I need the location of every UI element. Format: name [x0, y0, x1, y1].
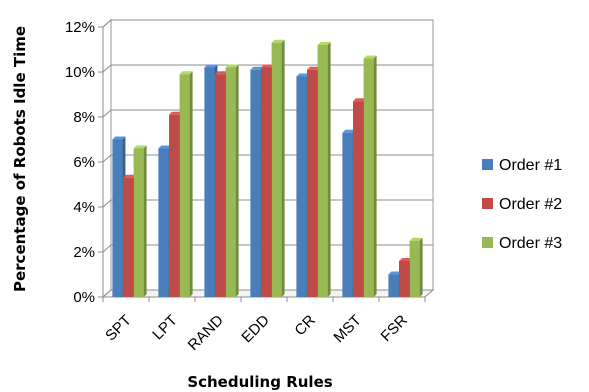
bar-front — [169, 114, 179, 297]
bar-front — [261, 67, 271, 297]
bar-top — [215, 71, 228, 75]
bar-top — [271, 39, 285, 43]
bar-top — [179, 71, 193, 75]
bar-front — [123, 177, 133, 297]
bar-side — [373, 55, 377, 297]
gridline — [102, 19, 433, 28]
bar-top — [399, 258, 412, 261]
legend-swatch — [482, 237, 493, 248]
bar — [271, 39, 285, 297]
bar-side — [189, 71, 193, 297]
x-tick-label: LPT — [149, 312, 180, 343]
bar-top — [296, 73, 310, 77]
bar-top — [133, 145, 147, 149]
bar-top — [225, 64, 239, 68]
bar-top — [158, 145, 172, 149]
bar-top — [388, 271, 402, 275]
bar-top — [353, 98, 366, 102]
bar-front — [158, 148, 169, 297]
y-tick-label: 0% — [73, 289, 95, 306]
bar-front — [250, 69, 261, 297]
bar-front — [179, 74, 190, 297]
bar-top — [169, 111, 182, 115]
y-tick-label: 10% — [65, 64, 95, 81]
bar-top — [250, 66, 264, 70]
bar-front — [388, 274, 399, 297]
bar-side — [419, 237, 423, 297]
bar-top — [123, 174, 136, 178]
bar-top — [261, 64, 274, 68]
bar — [133, 145, 147, 297]
bar-front — [271, 42, 282, 297]
bar-top — [112, 136, 126, 140]
bar-top — [317, 42, 331, 45]
legend-swatch — [482, 159, 493, 170]
y-tick-label: 4% — [73, 199, 95, 216]
x-tick-label: MST — [330, 312, 364, 346]
bar-front — [215, 74, 225, 297]
bar-top — [204, 64, 218, 68]
bar — [317, 42, 331, 297]
bar-front — [363, 58, 374, 297]
bar-front — [133, 148, 144, 297]
y-axis-title: Percentage of Robots Idle Time — [11, 26, 29, 292]
bar-top — [409, 237, 423, 241]
legend-item: Order #1 — [482, 157, 562, 174]
bar-front — [225, 67, 236, 297]
bar-front — [317, 45, 328, 297]
bar — [179, 71, 193, 297]
bar-front — [112, 139, 123, 297]
y-tick-label: 12% — [65, 19, 95, 36]
y-tick-label: 2% — [73, 244, 95, 261]
bar-front — [409, 240, 420, 297]
bar-front — [342, 132, 353, 297]
y-axis-ticks: 0% 2% 4% 6% 8% 10% 12% — [65, 19, 103, 306]
x-tick-label: EDD — [238, 312, 273, 347]
bar — [225, 64, 239, 297]
bar — [363, 55, 377, 297]
legend-item: Order #3 — [482, 235, 562, 252]
bar-side — [281, 39, 285, 297]
bar-front — [204, 67, 215, 297]
x-axis-ticks: SPT LPT RAND EDD CR MST FSR — [102, 297, 426, 354]
legend-label: Order #3 — [499, 235, 562, 252]
bar-front — [296, 76, 307, 297]
bar-side — [143, 145, 147, 297]
bar-top — [342, 129, 356, 133]
legend: Order #1 Order #2 Order #3 — [482, 157, 562, 252]
y-tick-label: 6% — [73, 154, 95, 171]
bar-side — [327, 42, 331, 297]
legend-label: Order #2 — [499, 196, 562, 213]
bar-front — [307, 69, 317, 297]
x-axis-title: Scheduling Rules — [187, 373, 332, 391]
y-tick-label: 8% — [73, 109, 95, 126]
legend-item: Order #2 — [482, 196, 562, 213]
x-tick-label: SPT — [102, 312, 135, 345]
legend-swatch — [482, 198, 493, 209]
x-tick-label: CR — [291, 312, 318, 339]
bar-front — [353, 101, 363, 297]
bar-top — [307, 66, 320, 70]
legend-label: Order #1 — [499, 157, 562, 174]
bar-front — [399, 261, 409, 297]
x-tick-label: FSR — [378, 312, 411, 345]
bars — [112, 39, 423, 297]
x-tick-label: RAND — [185, 312, 227, 354]
bar-side — [235, 64, 239, 297]
bar-top — [363, 55, 377, 59]
bar — [409, 237, 423, 297]
